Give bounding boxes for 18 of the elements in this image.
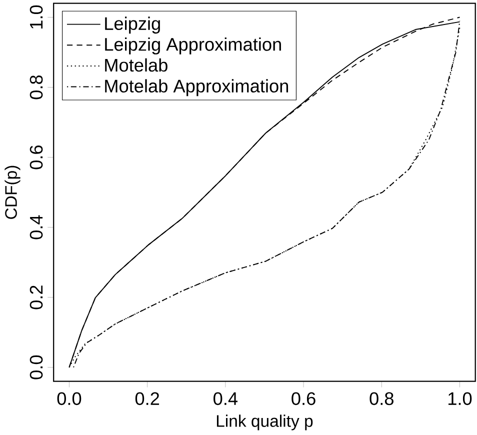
y-tick-label: 0.2 (30, 286, 43, 310)
y-tick-label: 0.6 (30, 145, 43, 170)
x-tick-label: 0.8 (370, 392, 394, 406)
legend-label: Motelab Approximation (105, 79, 288, 96)
y-tick-label: 0.4 (30, 215, 43, 240)
x-axis-title: Link quality p (216, 414, 313, 430)
y-axis-title: CDF(p) (4, 166, 20, 219)
x-tick-label: 1.0 (448, 392, 472, 406)
legend-label: Leipzig Approximation (105, 38, 281, 54)
x-tick-label: 0.6 (292, 392, 316, 406)
y-tick-label: 1.0 (30, 5, 43, 29)
legend-label: Motelab (105, 58, 168, 72)
legend-label: Leipzig (105, 16, 160, 34)
y-tick-label: 0.0 (30, 355, 43, 380)
x-tick-label: 0.4 (214, 392, 238, 406)
x-tick-label: 0.2 (135, 392, 160, 406)
x-tick-label: 0.0 (57, 392, 82, 406)
y-tick-label: 0.8 (30, 75, 43, 100)
